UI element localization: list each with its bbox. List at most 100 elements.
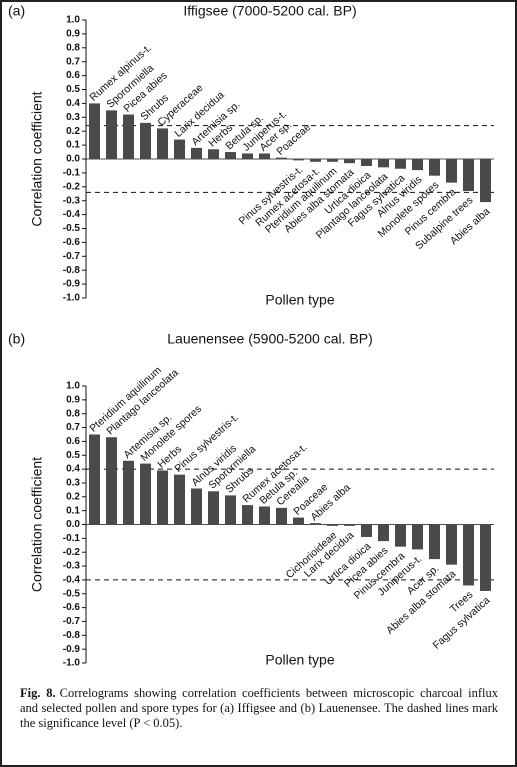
bar (242, 153, 253, 159)
chart-area: (a) Iffigsee (7000-5200 cal. BP) Correlati… (8, 3, 494, 669)
y-tick-label: 0.6 (66, 70, 80, 81)
bar (463, 159, 474, 191)
bar (225, 495, 236, 525)
y-tick-label: 0.2 (66, 126, 80, 137)
bar (89, 434, 100, 525)
y-tick-label: 0.1 (66, 140, 80, 151)
y-tick-label: 0.5 (66, 450, 80, 461)
chart-title: Lauenensee (5900-5200 cal. BP) (167, 331, 372, 347)
panel-label: (b) (8, 331, 25, 347)
bar (327, 159, 338, 162)
y-tick-label: -0.3 (63, 561, 81, 572)
y-tick-label: -1.0 (63, 293, 81, 304)
y-tick-label: 0.4 (66, 464, 80, 475)
chart-title: Iffigsee (7000-5200 cal. BP) (183, 3, 356, 19)
bar (259, 506, 270, 525)
bar (89, 103, 100, 159)
bar (157, 470, 168, 525)
caption-label: Fig. 8. (20, 686, 56, 700)
bar (276, 157, 287, 159)
bar (174, 474, 185, 525)
bar (242, 505, 253, 525)
y-tick-label: -0.5 (63, 223, 81, 234)
bar (276, 507, 287, 525)
bar (293, 159, 304, 161)
panel-label: (a) (8, 3, 25, 19)
bar (378, 524, 389, 542)
y-tick-label: -0.7 (63, 251, 81, 262)
bar (157, 128, 168, 159)
caption: Fig. 8. Correlograms showing correlation … (20, 686, 498, 731)
y-tick-label: 0.5 (66, 84, 80, 95)
bar (208, 491, 219, 525)
bar (361, 159, 372, 166)
y-tick-label: -0.4 (63, 209, 81, 220)
bar (310, 523, 321, 525)
y-tick-label: 0.9 (66, 394, 80, 405)
y-tick-label: -0.1 (63, 533, 81, 544)
bar (310, 159, 321, 162)
bar (106, 110, 117, 159)
y-tick-label: 0.3 (66, 478, 80, 489)
y-tick-label: -0.8 (63, 265, 81, 276)
y-tick-label: -0.7 (63, 616, 81, 627)
y-tick-label: -0.6 (63, 237, 81, 248)
y-tick-label: -0.4 (63, 575, 81, 586)
y-tick-label: 0.6 (66, 436, 80, 447)
bar (106, 437, 117, 525)
y-tick-label: -1.0 (63, 658, 81, 669)
y-tick-label: 0.2 (66, 491, 80, 502)
bar (344, 524, 355, 526)
bar (429, 159, 440, 176)
x-axis-label: Pollen type (265, 292, 334, 308)
y-axis-label: Correlation coefficient (29, 457, 45, 592)
bar (412, 524, 423, 550)
y-tick-label: 0.0 (66, 154, 80, 165)
y-tick-label: 1.0 (66, 381, 80, 392)
bar (174, 139, 185, 159)
y-tick-label: 0.9 (66, 29, 80, 40)
bar (293, 517, 304, 525)
bar (344, 159, 355, 164)
bar (480, 159, 491, 203)
y-tick-label: -0.3 (63, 195, 81, 206)
bar (327, 524, 338, 526)
bar (395, 159, 406, 169)
y-tick-label: -0.5 (63, 588, 81, 599)
bar (378, 159, 389, 168)
bar (225, 152, 236, 159)
y-tick-label: -0.9 (63, 644, 81, 655)
bar (140, 122, 151, 159)
bar (429, 524, 440, 560)
y-tick-label: 0.4 (66, 98, 80, 109)
y-tick-label: 0.7 (66, 56, 80, 67)
bar (259, 153, 270, 159)
y-axis-label: Correlation coefficient (29, 91, 45, 226)
bar (446, 159, 457, 183)
bar (208, 149, 219, 159)
bar (395, 524, 406, 547)
bar (412, 159, 423, 171)
y-tick-label: 0.3 (66, 112, 80, 123)
bar (191, 147, 202, 159)
y-tick-label: 0.8 (66, 408, 80, 419)
y-tick-label: -0.2 (63, 181, 81, 192)
y-tick-label: 0.7 (66, 422, 80, 433)
bar (140, 463, 151, 525)
y-tick-label: -0.6 (63, 602, 81, 613)
bar (361, 524, 372, 537)
x-axis-label: Pollen type (265, 652, 334, 668)
bar (446, 524, 457, 565)
y-tick-label: -0.8 (63, 630, 81, 641)
y-tick-label: 1.0 (66, 15, 80, 26)
y-tick-label: 0.1 (66, 505, 80, 516)
y-tick-label: -0.1 (63, 168, 81, 179)
bar (191, 488, 202, 525)
y-tick-label: 0.0 (66, 519, 80, 530)
bar (480, 524, 491, 591)
bar (123, 460, 134, 525)
y-tick-label: -0.9 (63, 279, 81, 290)
bar (123, 114, 134, 159)
